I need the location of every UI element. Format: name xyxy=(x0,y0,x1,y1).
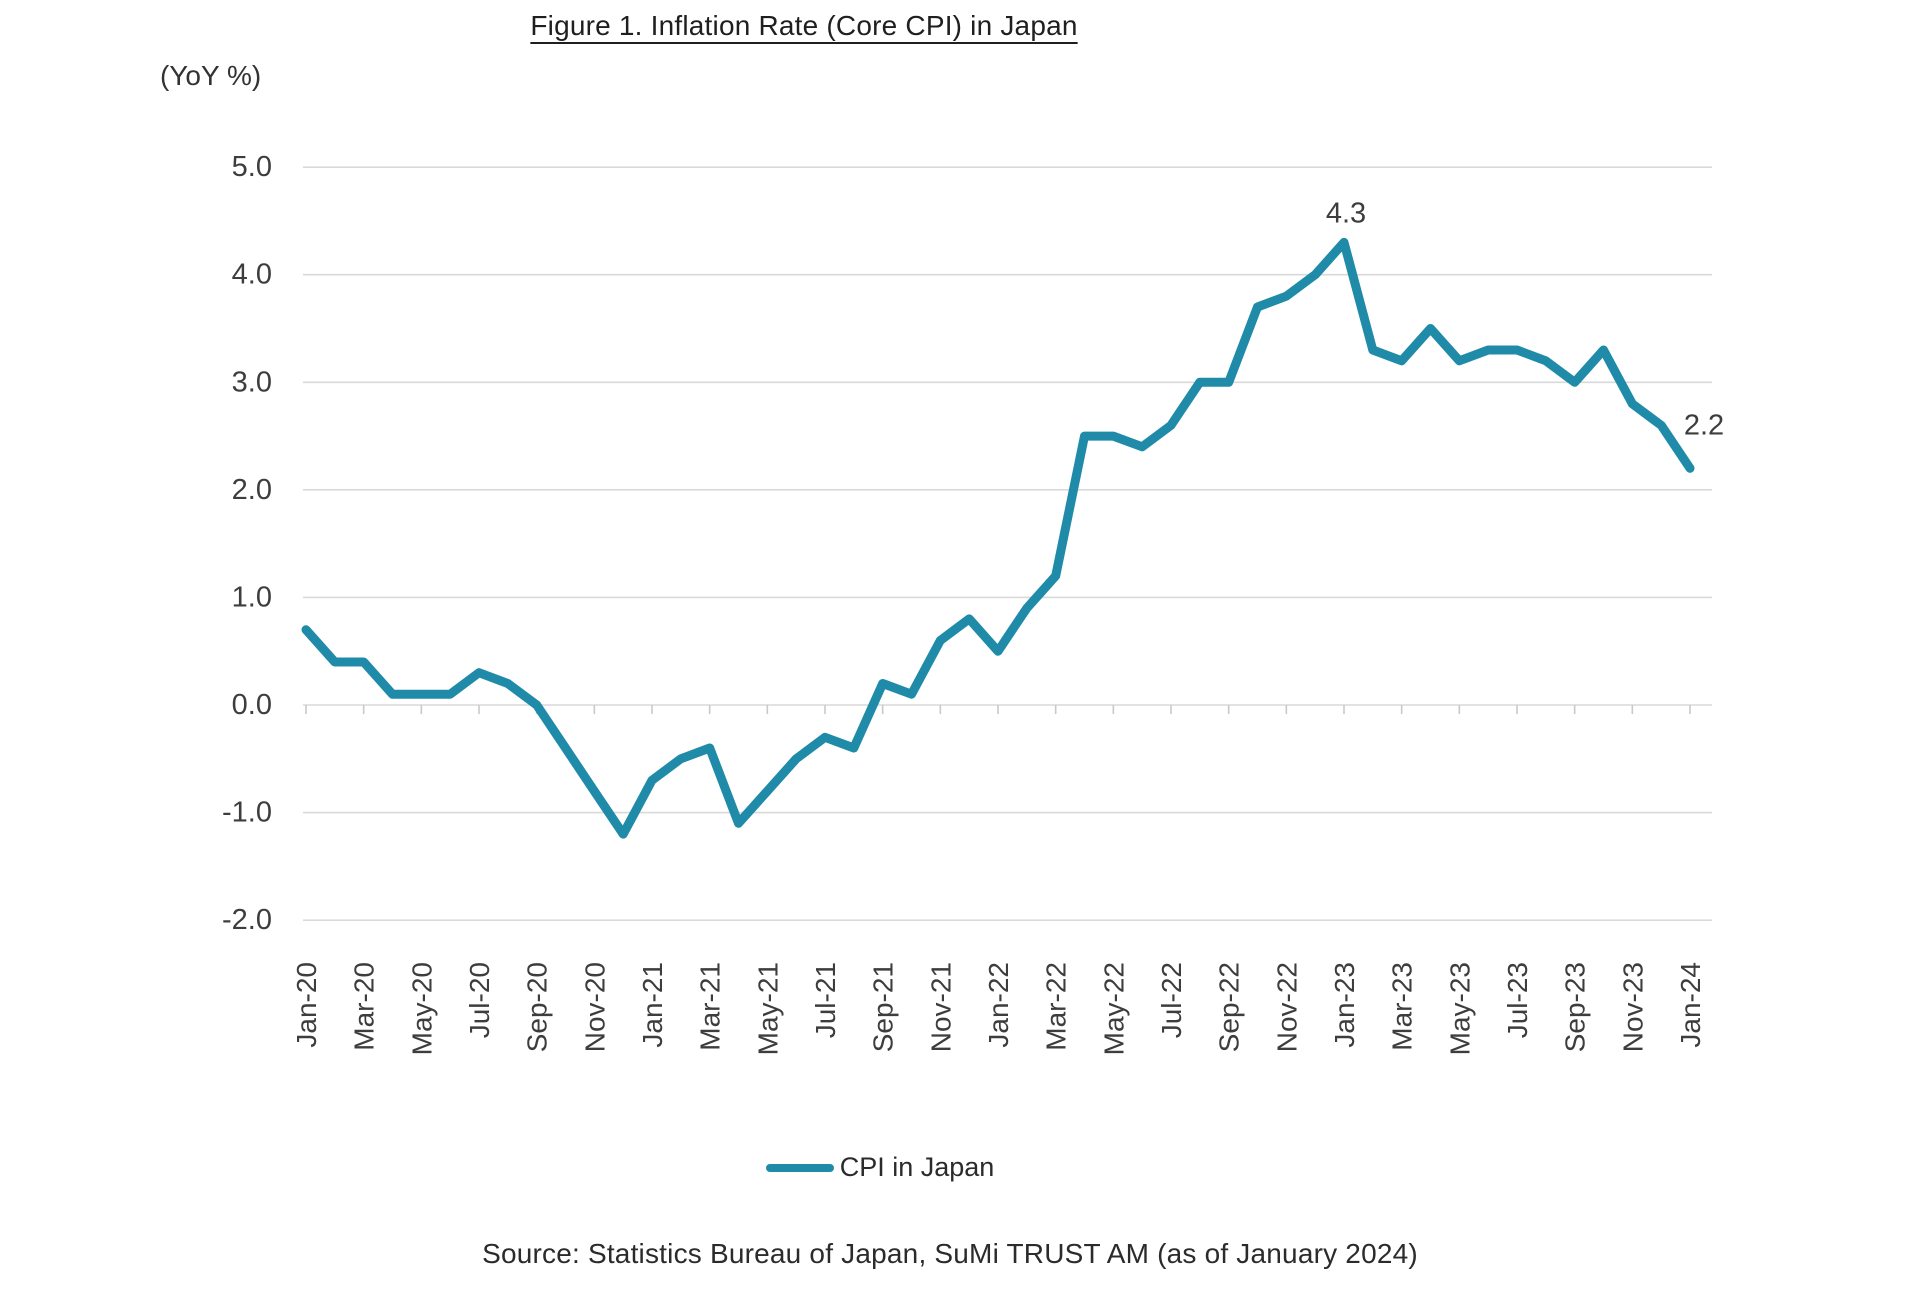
x-tick-label: Nov-20 xyxy=(579,962,610,1052)
x-tick-label: Sep-20 xyxy=(522,962,553,1052)
x-tick-label: Jul-23 xyxy=(1502,962,1533,1038)
source-note: Source: Statistics Bureau of Japan, SuMi… xyxy=(482,1238,1418,1269)
x-tick-label: Sep-22 xyxy=(1214,962,1245,1052)
y-tick-label: -1.0 xyxy=(222,797,272,829)
x-tick-label: Jan-20 xyxy=(291,962,322,1048)
x-tick-label: May-22 xyxy=(1098,962,1129,1055)
x-tick-label: Jul-21 xyxy=(810,962,841,1038)
x-tick-label: Jul-20 xyxy=(464,962,495,1038)
y-tick-label: 0.0 xyxy=(232,689,272,721)
x-tick-label: Mar-23 xyxy=(1387,962,1418,1051)
y-tick-label: 2.0 xyxy=(232,474,272,506)
x-tick-label: Nov-23 xyxy=(1617,962,1648,1052)
data-point-annotation: 4.3 xyxy=(1326,197,1366,229)
x-tick-label: May-21 xyxy=(752,962,783,1055)
x-tick-label: Mar-22 xyxy=(1041,962,1072,1051)
x-tick-label: Jan-21 xyxy=(637,962,668,1048)
x-tick-label: Jan-24 xyxy=(1675,962,1706,1048)
y-tick-label: 4.0 xyxy=(232,259,272,291)
x-tick-label: Nov-21 xyxy=(925,962,956,1052)
x-tick-label: May-20 xyxy=(406,962,437,1055)
y-tick-label: 1.0 xyxy=(232,581,272,613)
x-tick-label: Sep-21 xyxy=(868,962,899,1052)
chart-legend: CPI in Japan xyxy=(0,1152,1760,1183)
y-tick-label: -2.0 xyxy=(222,904,272,936)
y-tick-label: 3.0 xyxy=(232,366,272,398)
cpi-line-chart-canvas: 5.0 4.0 3.0 2.0 1.0 0.0 -1.0 -2.0 Jan-20 Mar-20 Ma… xyxy=(222,151,1724,1055)
source-row: Source: Statistics Bureau of Japan, SuMi… xyxy=(0,1238,1900,1270)
data-point-annotation: 2.2 xyxy=(1684,409,1724,441)
x-tick-label: Jul-22 xyxy=(1156,962,1187,1038)
x-tick-label: May-23 xyxy=(1444,962,1475,1055)
y-tick-label: 5.0 xyxy=(232,151,272,183)
chart-title-row: Figure 1. Inflation Rate (Core CPI) in J… xyxy=(0,10,1608,42)
x-tick-label: Jan-22 xyxy=(983,962,1014,1048)
x-tick-label: Mar-21 xyxy=(695,962,726,1051)
cpi-line-series xyxy=(301,237,1695,839)
legend-line-swatch-icon xyxy=(765,1163,834,1172)
x-tick-label: Sep-23 xyxy=(1560,962,1591,1052)
y-axis-unit-label: (YoY %) xyxy=(160,60,262,91)
x-tick-label: Mar-20 xyxy=(349,962,380,1051)
legend-series-label: CPI in Japan xyxy=(839,1152,995,1182)
x-tick-label: Nov-22 xyxy=(1271,962,1302,1052)
x-tick-label: Jan-23 xyxy=(1329,962,1360,1048)
chart-title: Figure 1. Inflation Rate (Core CPI) in J… xyxy=(530,10,1078,41)
